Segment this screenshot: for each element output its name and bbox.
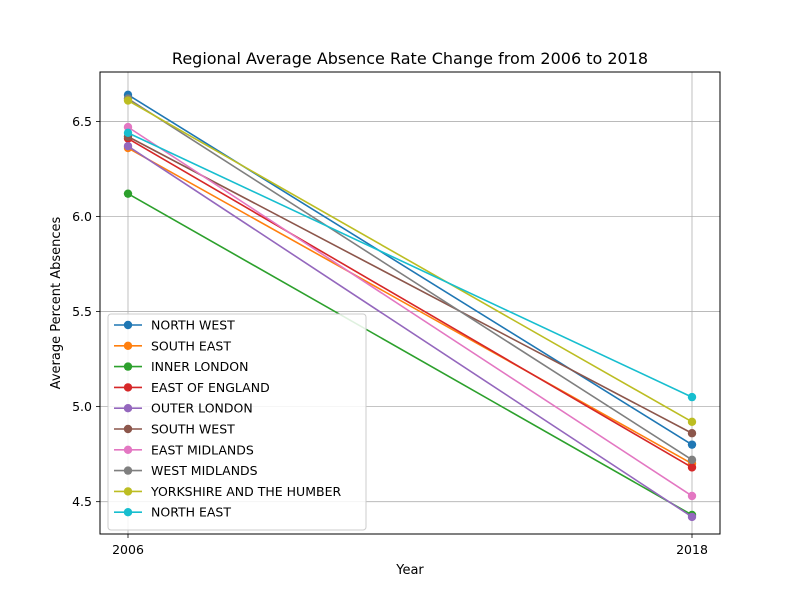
y-tick-label: 5.5 — [72, 304, 92, 319]
data-point — [687, 491, 697, 501]
legend-item: INNER LONDON — [114, 359, 248, 374]
series-line — [127, 97, 693, 461]
y-tick-label: 6.5 — [72, 114, 92, 129]
data-point — [687, 455, 697, 465]
legend-marker-swatch — [123, 404, 133, 413]
legend-item: EAST MIDLANDS — [114, 442, 254, 457]
series-outer-london — [123, 141, 697, 522]
legend-label: SOUTH WEST — [151, 422, 235, 437]
legend-marker-swatch — [123, 341, 133, 350]
series-line — [127, 145, 693, 518]
legend-marker-swatch — [123, 424, 133, 434]
legend-label: NORTH EAST — [151, 505, 231, 520]
legend-label: EAST OF ENGLAND — [151, 380, 270, 395]
tick-layer: 2006 2018 4.5 5.0 5.5 6.0 6.5 — [72, 114, 708, 557]
data-point — [687, 429, 697, 438]
x-tick-label: 2006 — [112, 542, 144, 557]
x-tick-label: 2018 — [676, 542, 708, 557]
series-east-midlands — [123, 122, 697, 501]
legend-label: WEST MIDLANDS — [151, 463, 258, 478]
legend-label: YORKSHIRE AND THE HUMBER — [150, 484, 341, 499]
y-axis-label: Average Percent Absences — [49, 216, 64, 389]
data-point — [687, 440, 697, 449]
data-point — [687, 417, 697, 427]
legend-item: NORTH EAST — [114, 505, 231, 520]
legend-label: OUTER LONDON — [151, 401, 253, 416]
legend-label: INNER LONDON — [151, 359, 248, 374]
y-tick-label: 5.0 — [72, 399, 92, 414]
legend-marker-swatch — [123, 383, 133, 392]
x-axis-label: Year — [395, 563, 424, 578]
legend-marker-swatch — [123, 445, 133, 454]
data-point — [687, 512, 697, 522]
plot-frame — [99, 71, 721, 535]
legend-label: NORTH WEST — [151, 318, 235, 333]
data-point — [687, 463, 697, 472]
series-north-east — [123, 128, 697, 402]
data-point — [123, 141, 133, 151]
legend-marker-swatch — [123, 362, 133, 371]
legend-marker-swatch — [123, 508, 133, 517]
legend-marker-swatch — [123, 466, 133, 475]
legend-item: SOUTH EAST — [114, 338, 231, 353]
series-layer — [123, 90, 697, 522]
legend-item: YORKSHIRE AND THE HUMBER — [114, 484, 341, 499]
data-point — [687, 392, 697, 402]
series-line — [127, 99, 693, 423]
series-line — [127, 94, 693, 446]
legend: NORTH WEST SOUTH EAST INNER LONDON EAST OF … — [107, 313, 367, 531]
series-line — [127, 192, 693, 516]
y-tick-label: 6.0 — [72, 209, 92, 224]
data-point — [123, 189, 133, 198]
series-yorkshire-and-the-humber — [123, 96, 697, 427]
y-tick-label: 4.5 — [72, 494, 92, 509]
legend-marker-swatch — [123, 487, 133, 496]
legend-item: OUTER LONDON — [114, 401, 253, 416]
legend-item: SOUTH WEST — [114, 422, 235, 437]
legend-box — [107, 313, 367, 531]
series-line — [127, 147, 693, 465]
legend-item: EAST OF ENGLAND — [114, 380, 270, 395]
data-point — [123, 128, 133, 138]
legend-item: WEST MIDLANDS — [114, 463, 258, 478]
legend-marker-swatch — [123, 320, 133, 330]
legend-item: NORTH WEST — [114, 318, 235, 333]
chart-title: Regional Average Absence Rate Change fro… — [172, 49, 648, 68]
legend-label: EAST MIDLANDS — [151, 442, 254, 457]
data-point — [123, 96, 133, 105]
series-line — [127, 137, 693, 469]
series-line — [127, 126, 693, 497]
series-line — [127, 132, 693, 398]
series-line — [127, 135, 693, 434]
legend-label: SOUTH EAST — [151, 338, 231, 353]
